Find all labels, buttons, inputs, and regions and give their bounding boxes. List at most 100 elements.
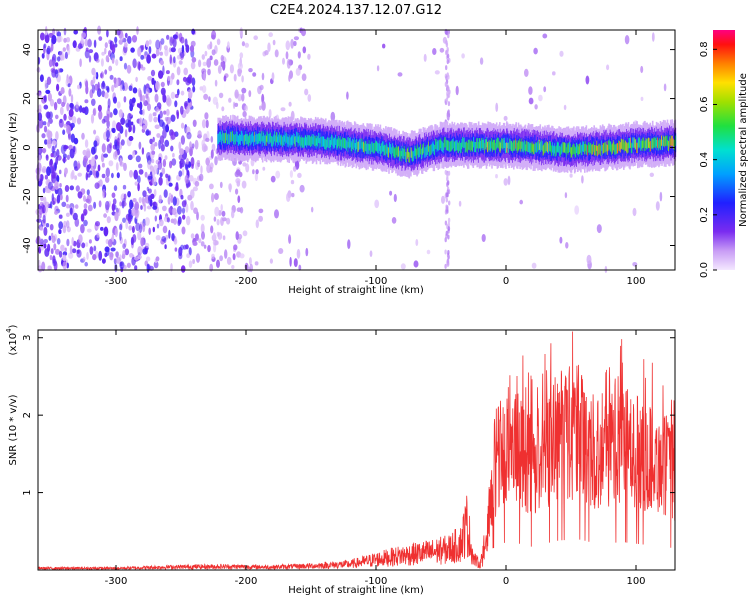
spectrogram-noise-point	[295, 67, 301, 76]
spectrogram-noise-point	[127, 35, 132, 44]
spectrogram-noise-point	[140, 237, 145, 247]
spectrogram-noise-point	[119, 231, 122, 241]
spectrogram-noise-point	[445, 230, 448, 236]
spectrogram-noise-point	[445, 30, 449, 36]
spectrogram-noise-point	[134, 181, 139, 186]
spectrogram-noise-point	[426, 249, 431, 255]
spectrogram-noise-point	[84, 139, 89, 148]
spectrogram-noise-point	[461, 53, 465, 59]
spectrogram-noise-point	[85, 47, 89, 52]
spectrogram-noise-point	[113, 96, 117, 104]
spectrogram-noise-point	[444, 263, 447, 269]
spectrogram-band-segment	[626, 142, 628, 153]
spectrogram-noise-point	[122, 217, 127, 223]
spectrogram-noise-point	[87, 204, 93, 212]
spectrogram-noise-point	[77, 191, 83, 199]
spectrogram-noise-point	[42, 149, 46, 154]
spectrogram-noise-point	[213, 243, 217, 253]
spectrogram-noise-point	[239, 52, 244, 59]
spectrogram-noise-point	[80, 224, 85, 234]
spectrogram-noise-point	[163, 189, 168, 198]
spectrogram-noise-point	[139, 89, 142, 98]
spectrogram-noise-point	[41, 205, 46, 214]
spectrogram-band-segment	[272, 135, 275, 146]
spectrogram-noise-point	[187, 89, 193, 96]
spectrogram-band-segment	[299, 135, 301, 146]
spectrogram-noise-point	[88, 38, 91, 46]
spectrogram-noise-point	[112, 120, 116, 130]
spectrogram-noise-point	[446, 176, 449, 182]
spectrogram-band-segment	[501, 137, 503, 149]
spectrogram-band-segment	[474, 141, 477, 153]
snr-y-tick-label: 3	[22, 335, 33, 341]
spectrogram-noise-point	[44, 34, 50, 44]
spectrogram-noise-point	[66, 238, 70, 247]
spectrogram-noise-point	[210, 136, 214, 143]
spectrogram-noise-point	[307, 94, 312, 102]
spectrogram-noise-point	[262, 166, 266, 171]
spectrogram-noise-point	[77, 172, 82, 177]
spectrogram-noise-point	[655, 201, 660, 211]
spectrogram-noise-point	[115, 162, 119, 171]
spectrogram-noise-point	[167, 196, 171, 205]
spectrogram-noise-point	[159, 172, 163, 178]
spectrogram-noise-point	[218, 92, 224, 99]
spectrogram-noise-point	[213, 59, 219, 66]
spectrogram-noise-point	[131, 35, 138, 43]
spectrogram-noise-point	[106, 129, 110, 139]
spectrogram-noise-point	[292, 166, 297, 172]
spectrogram-noise-point	[61, 55, 65, 61]
spectrogram-noise-point	[198, 59, 202, 68]
spectrogram-noise-point	[53, 243, 57, 251]
spectrogram-noise-point	[128, 85, 133, 91]
spectrogram-noise-point	[165, 124, 170, 133]
spectrogram-noise-point	[84, 38, 88, 47]
spectrogram-noise-point	[237, 62, 243, 70]
spectrogram-noise-point	[170, 131, 176, 140]
spectrogram-noise-point	[90, 159, 95, 167]
spectrogram-noise-point	[83, 195, 86, 202]
spectrogram-noise-point	[102, 188, 106, 199]
spectrogram-noise-point	[140, 205, 143, 210]
spectrogram-noise-point	[444, 81, 448, 87]
spectrogram-noise-point	[211, 143, 216, 152]
spectrogram-noise-point	[297, 172, 302, 178]
spectrogram-noise-point	[139, 223, 143, 233]
spectrogram-noise-point	[131, 98, 135, 107]
spectrogram-noise-point	[242, 110, 247, 118]
spectrogram-noise-point	[446, 205, 449, 211]
spectrogram-noise-point	[97, 164, 101, 172]
spectrogram-noise-point	[85, 172, 89, 181]
spectrogram-noise-point	[649, 172, 654, 177]
spectrogram-noise-point	[150, 69, 156, 77]
spectrogram-noise-point	[152, 112, 157, 117]
spectrogram-noise-point	[176, 109, 179, 116]
spectrogram-noise-point	[174, 247, 178, 252]
spectrogram-noise-point	[211, 49, 216, 56]
spectrogram-noise-point	[168, 229, 171, 239]
spectrogram-noise-point	[70, 172, 74, 180]
spectrogram-noise-point	[92, 254, 97, 261]
spectrogram-noise-point	[298, 264, 302, 271]
spectrogram-noise-point	[241, 180, 247, 189]
spectrogram-noise-point	[106, 108, 111, 119]
spectrogram-noise-point	[128, 136, 134, 141]
spectrogram-noise-point	[280, 107, 286, 112]
spectrogram-noise-point	[444, 249, 447, 255]
spectrogram-noise-point	[248, 257, 252, 266]
spectrogram-noise-point	[88, 49, 94, 54]
spectrogram-noise-point	[36, 92, 42, 96]
spectrogram-noise-point	[212, 239, 218, 246]
spectrogram-noise-point	[66, 203, 70, 209]
spectrogram-noise-point	[143, 203, 147, 212]
spectrogram-noise-point	[106, 143, 112, 154]
spectrogram-noise-point	[116, 122, 122, 132]
spectrogram-band-segment	[423, 142, 425, 154]
spectrogram-noise-point	[447, 180, 450, 186]
spectrogram-noise-point	[43, 243, 47, 249]
spectrogram-noise-point	[72, 212, 78, 221]
spectrogram-noise-point	[177, 219, 181, 226]
spectrogram-noise-point	[181, 44, 185, 54]
spectrogram-band-segment	[506, 137, 509, 148]
spectrogram-noise-point	[96, 232, 100, 238]
